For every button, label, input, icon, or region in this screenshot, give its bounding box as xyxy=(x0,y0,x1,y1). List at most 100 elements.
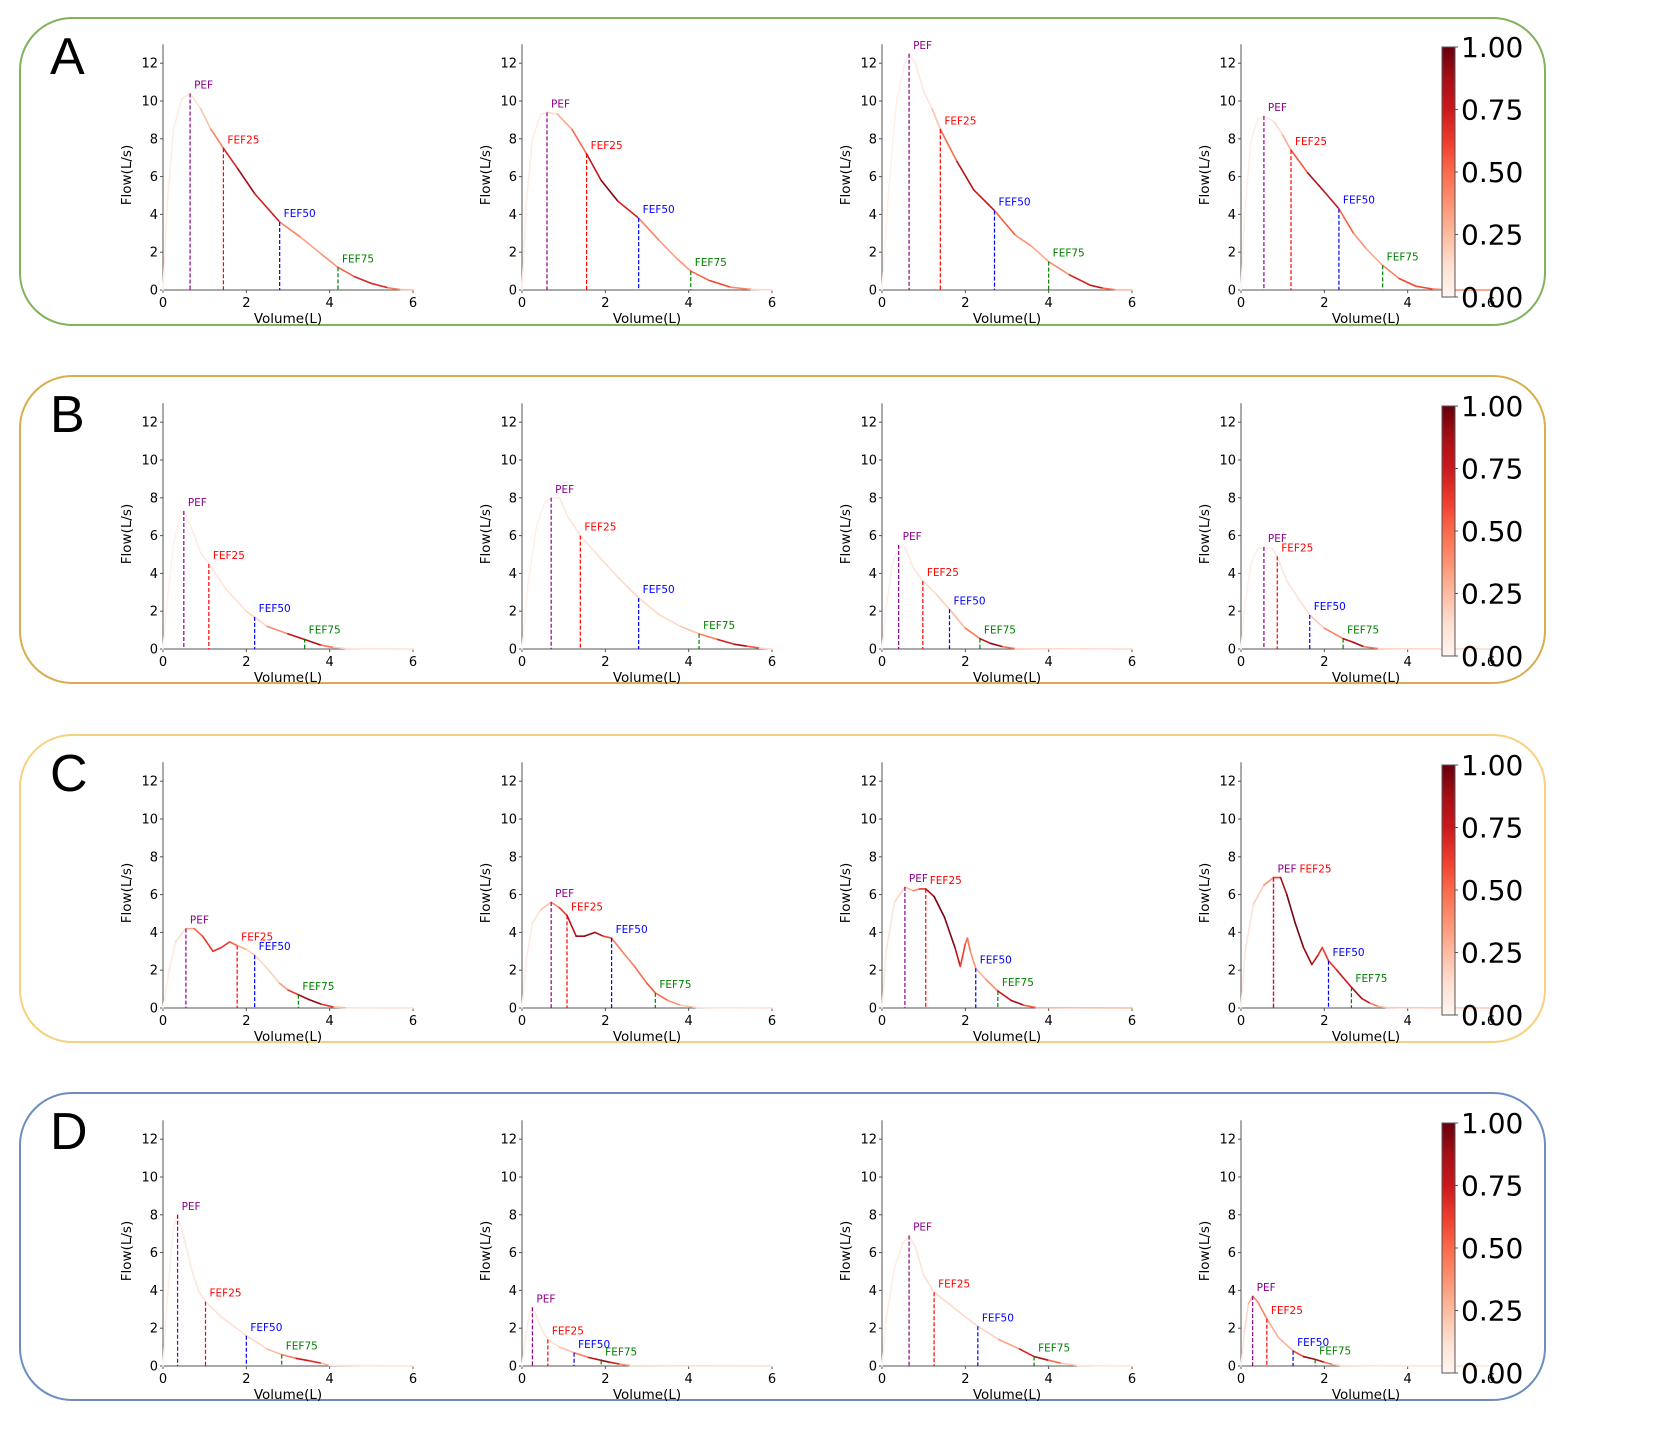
curve-segment xyxy=(1271,548,1279,558)
y-tick-label: 4 xyxy=(509,567,517,582)
curve-segment xyxy=(1323,1361,1334,1366)
curve-segment xyxy=(183,1236,193,1273)
curve-segment xyxy=(902,1234,910,1244)
curve-segment xyxy=(162,204,168,291)
y-tick-label: 12 xyxy=(141,416,158,431)
curve-segment xyxy=(914,62,925,93)
colorbar-gradient xyxy=(1441,764,1456,1016)
curve-segment xyxy=(646,982,657,994)
x-axis-label: Volume(L) xyxy=(254,670,322,686)
curve-segment xyxy=(885,901,896,953)
y-axis-label: Flow(L/s) xyxy=(119,145,135,205)
colorbar-tick-label: 0.25 xyxy=(1461,578,1523,611)
marker-label-fef75: FEF75 xyxy=(309,625,341,637)
colorbar-tick-label: 0.25 xyxy=(1461,219,1523,252)
y-tick-label: 12 xyxy=(500,1133,517,1148)
y-tick-label: 12 xyxy=(860,775,877,790)
curve-segment xyxy=(266,1348,283,1356)
colorbar-gradient xyxy=(1441,405,1456,657)
subplot: 0 2 4 6 8 10 12 0 2 4 6 Volume(L) Flow(L/s) PEF FEF25 F… xyxy=(838,40,1136,327)
y-tick-label: 8 xyxy=(869,132,877,147)
curve-segment xyxy=(1256,1300,1268,1320)
y-axis-label: Flow(L/s) xyxy=(119,863,135,923)
y-tick-label: 0 xyxy=(1228,643,1236,658)
y-tick-label: 10 xyxy=(141,813,158,828)
curve-segment xyxy=(1323,190,1340,210)
y-axis-label: Flow(L/s) xyxy=(838,145,854,205)
x-tick-label: 2 xyxy=(601,1372,609,1387)
curve-segment xyxy=(1022,1004,1037,1009)
curve-segment xyxy=(924,888,935,898)
curve-segment xyxy=(320,1362,331,1367)
y-tick-label: 2 xyxy=(869,246,877,261)
y-tick-label: 4 xyxy=(150,926,158,941)
curve-segment xyxy=(733,643,748,647)
panel-border xyxy=(19,375,1546,684)
curve-segment xyxy=(546,111,559,116)
y-tick-label: 12 xyxy=(860,57,877,72)
curve-segment xyxy=(881,950,887,1009)
panel-border xyxy=(19,734,1546,1043)
colorbar-tick-label: 0.50 xyxy=(1461,1232,1523,1265)
curve-segment xyxy=(717,638,736,646)
y-axis-label: Flow(L/s) xyxy=(1197,1221,1213,1281)
curve-segment xyxy=(162,969,171,1009)
curve-segment xyxy=(993,209,1017,236)
x-tick-label: 4 xyxy=(326,1014,334,1029)
curve-segment xyxy=(1252,884,1265,905)
curve-segment xyxy=(1279,876,1288,896)
panel-border xyxy=(19,1092,1546,1401)
curve-segment xyxy=(1352,232,1367,250)
marker-label-pef: PEF xyxy=(182,1201,201,1213)
curve-segment xyxy=(1244,903,1255,953)
curve-segment xyxy=(531,1306,538,1318)
marker-label-pef: PEF xyxy=(1257,1282,1276,1294)
y-tick-label: 8 xyxy=(509,1208,517,1223)
x-axis-label: Volume(L) xyxy=(613,311,681,327)
marker-label-fef25: FEF25 xyxy=(1271,1305,1303,1317)
curve-segment xyxy=(1292,1350,1305,1358)
curve-segment xyxy=(308,1359,323,1364)
curve-segment xyxy=(1321,946,1330,962)
x-tick-label: 6 xyxy=(768,296,776,311)
curve-segment xyxy=(1361,997,1371,1005)
marker-label-pef: PEF xyxy=(1278,864,1297,876)
marker-label-pef: PEF xyxy=(909,873,928,885)
y-tick-label: 4 xyxy=(509,1284,517,1299)
y-tick-label: 8 xyxy=(869,1208,877,1223)
curve-segment xyxy=(1243,1302,1250,1333)
curve-segment xyxy=(912,888,921,892)
y-tick-label: 8 xyxy=(509,491,517,506)
marker-label-fef25: FEF25 xyxy=(938,1278,970,1290)
curve-segment xyxy=(1018,1348,1035,1358)
marker-label-fef25: FEF25 xyxy=(930,875,962,887)
y-tick-label: 0 xyxy=(1228,1360,1236,1375)
curve-segment xyxy=(600,179,619,202)
curve-segment xyxy=(1047,1359,1062,1364)
curve-segment xyxy=(1002,645,1017,650)
y-tick-label: 12 xyxy=(500,57,517,72)
curve-segment xyxy=(278,982,289,991)
curve-segment xyxy=(1251,1295,1259,1303)
subplot: 0 2 4 6 8 10 12 0 2 4 6 Volume(L) Flow(L/s) PEF FEF25 F… xyxy=(119,44,417,327)
curve-segment xyxy=(579,534,598,556)
subplot: 0 2 4 6 8 10 12 0 2 4 6 Volume(L) Flow(L/s) PEF FEF25 F… xyxy=(1197,1120,1495,1403)
curve-segment xyxy=(524,1312,531,1339)
x-tick-label: 6 xyxy=(768,655,776,670)
y-tick-label: 4 xyxy=(1228,1284,1236,1299)
curve-segment xyxy=(1266,1317,1280,1339)
marker-label-fef25: FEF25 xyxy=(1295,136,1327,148)
curve-segment xyxy=(1306,172,1326,193)
colorbar-tick-label: 0.00 xyxy=(1461,640,1523,673)
curve-segment xyxy=(1263,115,1276,123)
colorbar-tick-label: 0.25 xyxy=(1461,1295,1523,1328)
y-tick-label: 8 xyxy=(869,850,877,865)
y-tick-label: 4 xyxy=(1228,208,1236,223)
curve-segment xyxy=(191,529,202,554)
y-tick-label: 10 xyxy=(1219,1171,1236,1186)
curve-segment xyxy=(658,240,677,259)
marker-label-fef75: FEF75 xyxy=(302,981,334,993)
marker-label-fef50: FEF50 xyxy=(250,1322,282,1334)
